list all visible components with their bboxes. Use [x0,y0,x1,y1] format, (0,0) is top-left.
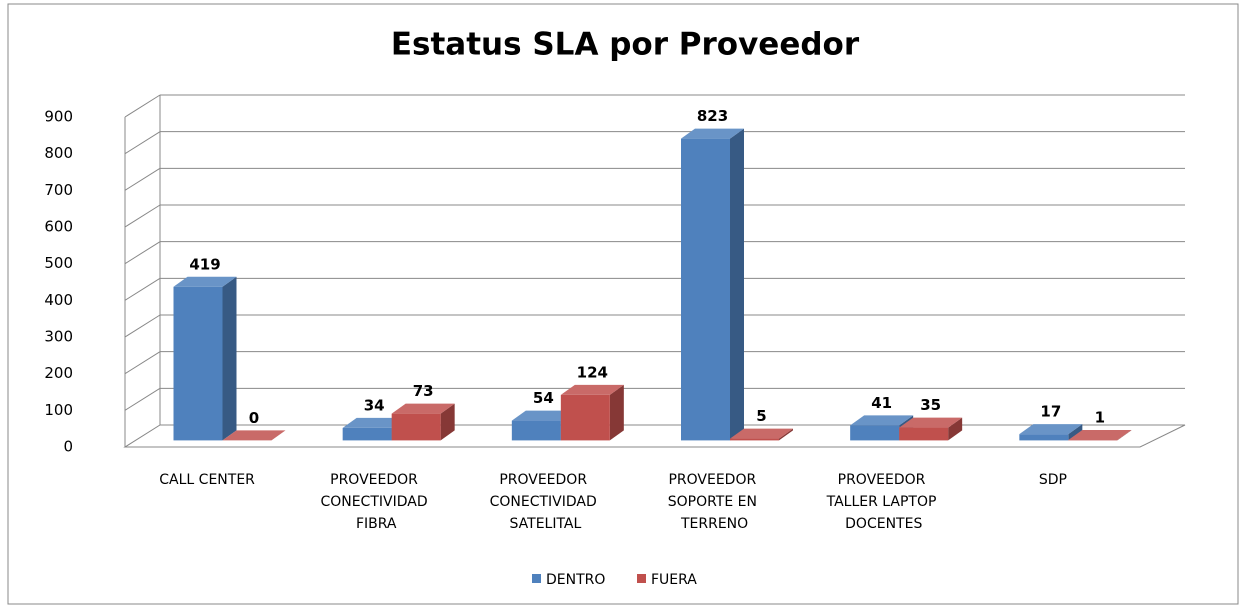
x-tick-line: SOPORTE EN [668,494,762,510]
x-tick-line: CONECTIVIDAD [490,494,602,510]
bar [343,428,392,440]
x-tick-line: TALLER LAPTOP [826,494,941,510]
y-tick-label: 400 [44,291,73,309]
x-tick-line: FIBRA [356,516,397,532]
chart-title: Estatus SLA por Proveedor [391,27,860,63]
value-label: 5 [756,407,766,425]
y-tick-label: 600 [44,218,73,236]
legend-label: DENTRO [546,572,605,588]
x-tick-line: DOCENTES [845,516,922,532]
value-label: 419 [189,255,220,273]
x-tick-line: PROVEEDOR [668,472,760,488]
bar [730,439,779,441]
bar [850,425,899,440]
x-tick-line: SDP [1039,472,1067,488]
bar [392,414,441,441]
legend-swatch [532,574,541,583]
bar [174,287,223,441]
value-label: 54 [533,389,554,407]
x-tick-line: PROVEEDOR [838,472,930,488]
y-tick-label: 800 [44,144,73,162]
y-tick-label: 100 [44,401,73,419]
bar-side [730,129,744,441]
y-tick-label: 300 [44,328,73,346]
x-tick-line: PROVEEDOR [330,472,422,488]
bar [1019,434,1068,440]
x-tick-line: CALL CENTER [159,472,255,488]
value-label: 1 [1095,409,1105,427]
x-tick-line: SATELITAL [510,516,582,532]
value-label: 73 [413,382,434,400]
x-tick-line: CONECTIVIDAD [320,494,432,510]
bar [681,139,730,441]
value-label: 41 [871,394,892,412]
x-tick-label: CALL CENTER [159,472,255,488]
value-label: 0 [249,409,259,427]
x-tick-label: SDP [1039,472,1067,488]
y-tick-label: 500 [44,254,73,272]
y-tick-label: 200 [44,364,73,382]
x-tick-line: PROVEEDOR [499,472,591,488]
bar [899,428,948,441]
x-tick-line: TERRENO [680,516,748,532]
value-label: 35 [920,396,941,414]
bar [561,395,610,440]
bar [512,421,561,441]
y-tick-label: 900 [44,108,73,126]
legend-label: FUERA [651,572,697,588]
y-tick-label: 0 [63,438,73,456]
value-label: 34 [364,396,385,414]
value-label: 823 [697,107,728,125]
bar-side [223,277,237,441]
y-tick-label: 700 [44,181,73,199]
x-tick-label: PROVEEDOR SOPORTE EN TERRENO [668,472,762,532]
legend-swatch [637,574,646,583]
value-label: 17 [1040,403,1061,421]
value-label: 124 [577,363,608,381]
